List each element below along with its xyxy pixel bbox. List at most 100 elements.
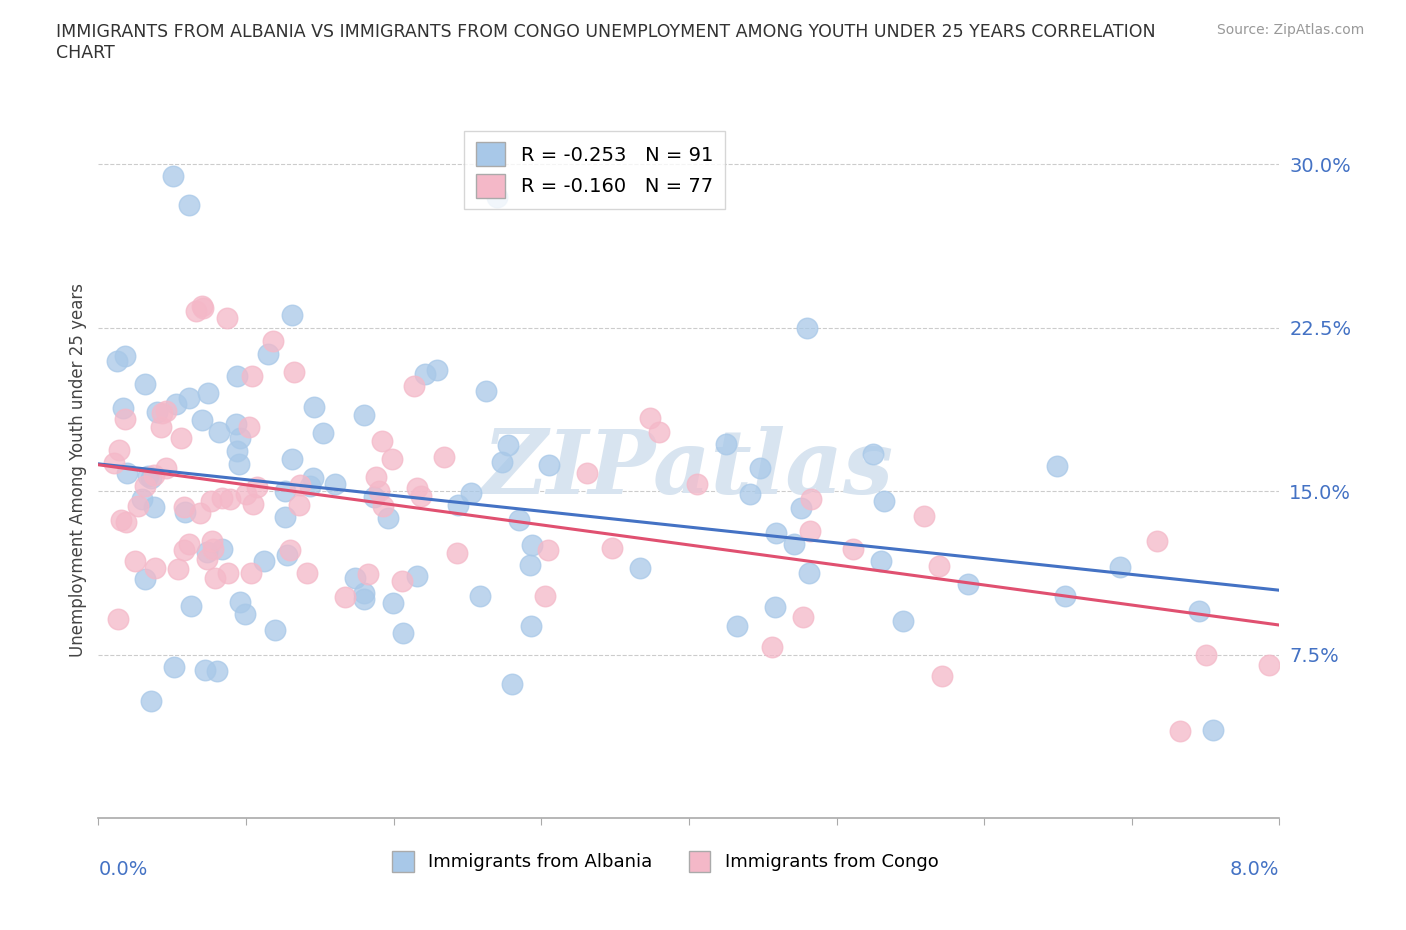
Point xyxy=(1054,589,1077,604)
Point xyxy=(162,659,184,674)
Text: IMMIGRANTS FROM ALBANIA VS IMMIGRANTS FROM CONGO UNEMPLOYMENT AMONG YOUTH UNDER : IMMIGRANTS FROM ALBANIA VS IMMIGRANTS FR… xyxy=(56,23,1156,62)
Point xyxy=(155,404,177,418)
Point xyxy=(343,570,366,585)
Point xyxy=(179,537,201,551)
Point xyxy=(648,424,671,439)
Point xyxy=(166,561,188,576)
Point xyxy=(413,366,436,381)
Point xyxy=(520,538,543,552)
Point xyxy=(281,452,304,467)
Point xyxy=(873,494,896,509)
Point xyxy=(173,499,195,514)
Point xyxy=(215,311,238,325)
Point xyxy=(264,622,287,637)
Y-axis label: Unemployment Among Youth under 25 years: Unemployment Among Youth under 25 years xyxy=(69,283,87,657)
Point xyxy=(763,600,786,615)
Point xyxy=(233,606,256,621)
Point xyxy=(491,455,513,470)
Point xyxy=(131,492,153,507)
Point xyxy=(373,498,395,513)
Point xyxy=(496,438,519,453)
Point xyxy=(207,664,229,679)
Point xyxy=(1188,604,1211,618)
Point xyxy=(381,451,404,466)
Point xyxy=(537,542,560,557)
Point xyxy=(274,484,297,498)
Point xyxy=(353,591,375,606)
Point xyxy=(242,497,264,512)
Point xyxy=(225,417,247,432)
Point xyxy=(799,524,821,538)
Point xyxy=(228,594,250,609)
Point xyxy=(211,491,233,506)
Point xyxy=(287,498,309,512)
Point xyxy=(290,478,312,493)
Point xyxy=(842,541,865,556)
Point xyxy=(278,542,301,557)
Point xyxy=(468,589,491,604)
Point xyxy=(870,554,893,569)
Point xyxy=(799,565,821,580)
Point xyxy=(912,509,935,524)
Point xyxy=(173,542,195,557)
Point xyxy=(114,349,136,364)
Point xyxy=(283,365,305,379)
Point xyxy=(229,431,252,445)
Point xyxy=(191,300,214,315)
Point xyxy=(392,626,415,641)
Point xyxy=(796,321,818,336)
Point xyxy=(433,449,456,464)
Point xyxy=(191,299,214,313)
Point xyxy=(127,498,149,513)
Point xyxy=(367,484,389,498)
Point xyxy=(602,540,624,555)
Point xyxy=(111,401,134,416)
Point xyxy=(353,586,375,601)
Point xyxy=(800,491,823,506)
Point xyxy=(371,434,394,449)
Point xyxy=(195,551,218,566)
Point xyxy=(201,534,224,549)
Point xyxy=(792,609,814,624)
Point xyxy=(460,485,482,500)
Point xyxy=(956,577,979,591)
Point xyxy=(107,612,129,627)
Point xyxy=(200,494,222,509)
Point xyxy=(323,476,346,491)
Point xyxy=(474,383,496,398)
Point xyxy=(177,391,200,405)
Text: Source: ZipAtlas.com: Source: ZipAtlas.com xyxy=(1216,23,1364,37)
Point xyxy=(447,498,470,512)
Point xyxy=(1108,559,1130,574)
Point xyxy=(312,426,335,441)
Point xyxy=(1202,722,1225,737)
Point xyxy=(228,457,250,472)
Point xyxy=(146,405,169,419)
Point xyxy=(170,431,193,445)
Point xyxy=(446,546,468,561)
Point xyxy=(226,444,249,458)
Point xyxy=(191,413,214,428)
Point xyxy=(404,379,426,393)
Point xyxy=(409,488,432,503)
Point xyxy=(1046,458,1069,473)
Point xyxy=(253,553,276,568)
Point xyxy=(197,386,219,401)
Point xyxy=(405,481,427,496)
Point xyxy=(302,400,325,415)
Point xyxy=(134,377,156,392)
Point xyxy=(204,571,226,586)
Point xyxy=(262,333,284,348)
Point xyxy=(139,694,162,709)
Point xyxy=(115,466,138,481)
Point xyxy=(534,589,557,604)
Point xyxy=(1195,647,1218,662)
Text: ZIPatlas: ZIPatlas xyxy=(484,426,894,513)
Point xyxy=(184,303,207,318)
Point xyxy=(725,618,748,633)
Point xyxy=(1146,534,1168,549)
Point xyxy=(519,558,541,573)
Point xyxy=(377,511,399,525)
Point xyxy=(134,479,156,494)
Text: 8.0%: 8.0% xyxy=(1230,860,1279,879)
